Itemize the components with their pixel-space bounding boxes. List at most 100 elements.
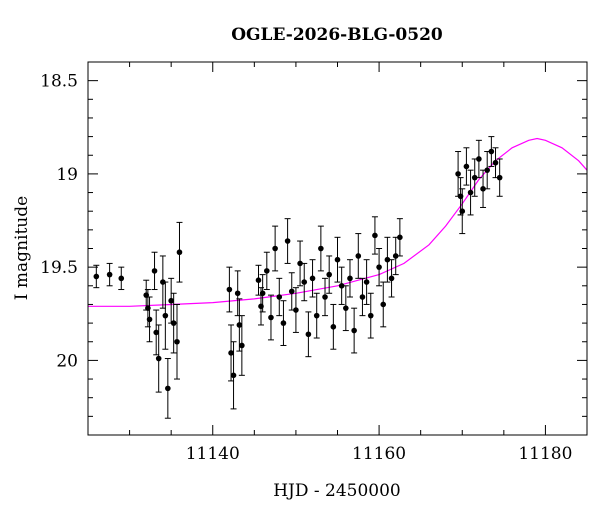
data-point xyxy=(326,255,333,294)
x-axis: 11140 11160 11180 xyxy=(87,62,588,464)
point-marker xyxy=(330,324,337,330)
data-point xyxy=(384,236,391,283)
data-point xyxy=(351,307,358,354)
data-point xyxy=(230,341,237,410)
data-points-layer xyxy=(93,136,503,419)
point-marker xyxy=(118,275,125,282)
point-marker xyxy=(355,253,362,259)
point-marker xyxy=(146,316,153,323)
point-marker xyxy=(239,342,245,349)
point-marker xyxy=(151,268,158,274)
point-marker xyxy=(313,312,320,319)
data-point xyxy=(346,259,353,298)
data-point xyxy=(272,225,279,272)
y-tick-label: 19 xyxy=(56,165,78,185)
data-point xyxy=(162,281,169,350)
point-marker xyxy=(234,290,241,297)
point-marker xyxy=(259,290,266,297)
point-marker xyxy=(326,271,332,278)
point-marker xyxy=(459,208,466,214)
point-marker xyxy=(467,189,474,196)
point-marker xyxy=(322,294,328,300)
point-marker xyxy=(476,156,482,162)
data-point xyxy=(342,285,349,332)
point-marker xyxy=(255,277,262,284)
data-point xyxy=(359,277,366,317)
data-point xyxy=(317,225,324,272)
point-marker xyxy=(230,372,237,379)
point-marker xyxy=(492,159,499,166)
point-marker xyxy=(301,279,308,285)
point-marker xyxy=(268,314,274,321)
data-point xyxy=(480,169,487,208)
data-point xyxy=(334,236,341,283)
x-axis-label: HJD - 2450000 xyxy=(273,481,401,501)
point-marker xyxy=(93,273,100,280)
data-point xyxy=(153,309,160,356)
data-point xyxy=(392,236,399,276)
data-point xyxy=(238,315,245,376)
data-point xyxy=(155,324,162,393)
data-point xyxy=(280,300,287,346)
point-marker xyxy=(153,329,159,336)
data-point xyxy=(151,251,158,291)
data-point xyxy=(168,277,175,324)
point-marker xyxy=(318,245,324,252)
y-axis: 18.5 19 19.5 20 xyxy=(40,61,587,436)
point-marker xyxy=(480,186,486,192)
point-marker xyxy=(106,271,113,278)
point-marker xyxy=(297,260,303,267)
point-marker xyxy=(359,294,366,300)
y-axis-label: I magnitude xyxy=(12,196,32,300)
data-point xyxy=(376,248,383,287)
data-point xyxy=(170,292,177,354)
data-point xyxy=(176,221,183,283)
point-marker xyxy=(372,232,378,239)
data-point xyxy=(488,136,495,167)
data-point xyxy=(226,266,233,313)
point-marker xyxy=(228,350,234,356)
data-point xyxy=(475,139,482,179)
x-tick-label: 11160 xyxy=(352,444,406,464)
point-marker xyxy=(471,174,478,181)
point-marker xyxy=(343,305,349,311)
point-marker xyxy=(455,171,461,177)
point-marker xyxy=(170,320,177,326)
data-point xyxy=(228,324,235,382)
model-curve-layer xyxy=(88,137,587,307)
x-tick-label: 11140 xyxy=(186,444,240,464)
data-point xyxy=(164,358,171,419)
point-marker xyxy=(280,320,287,326)
point-marker xyxy=(338,283,345,289)
data-point xyxy=(276,277,283,317)
point-marker xyxy=(384,256,391,263)
point-marker xyxy=(305,331,312,338)
point-marker xyxy=(388,275,395,282)
data-point xyxy=(380,281,387,328)
data-point xyxy=(463,147,470,186)
data-point xyxy=(93,264,100,289)
point-marker xyxy=(162,312,169,319)
data-point xyxy=(396,218,403,257)
data-point xyxy=(259,274,266,313)
point-marker xyxy=(376,264,382,270)
data-point xyxy=(284,218,291,264)
point-marker xyxy=(380,301,387,308)
data-point xyxy=(367,292,374,339)
data-point xyxy=(363,259,370,305)
data-point xyxy=(309,259,316,298)
point-marker xyxy=(397,234,403,241)
point-marker xyxy=(392,253,399,259)
chart-title: OGLE-2026-BLG-0520 xyxy=(231,25,443,45)
point-marker xyxy=(347,275,353,282)
y-tick-label: 19.5 xyxy=(40,258,78,278)
point-marker xyxy=(226,286,233,293)
data-point xyxy=(313,292,320,339)
data-point xyxy=(322,277,329,317)
data-point xyxy=(292,287,299,333)
data-point xyxy=(492,147,499,179)
data-point xyxy=(338,266,345,305)
data-point xyxy=(467,169,474,216)
point-marker xyxy=(484,167,491,173)
